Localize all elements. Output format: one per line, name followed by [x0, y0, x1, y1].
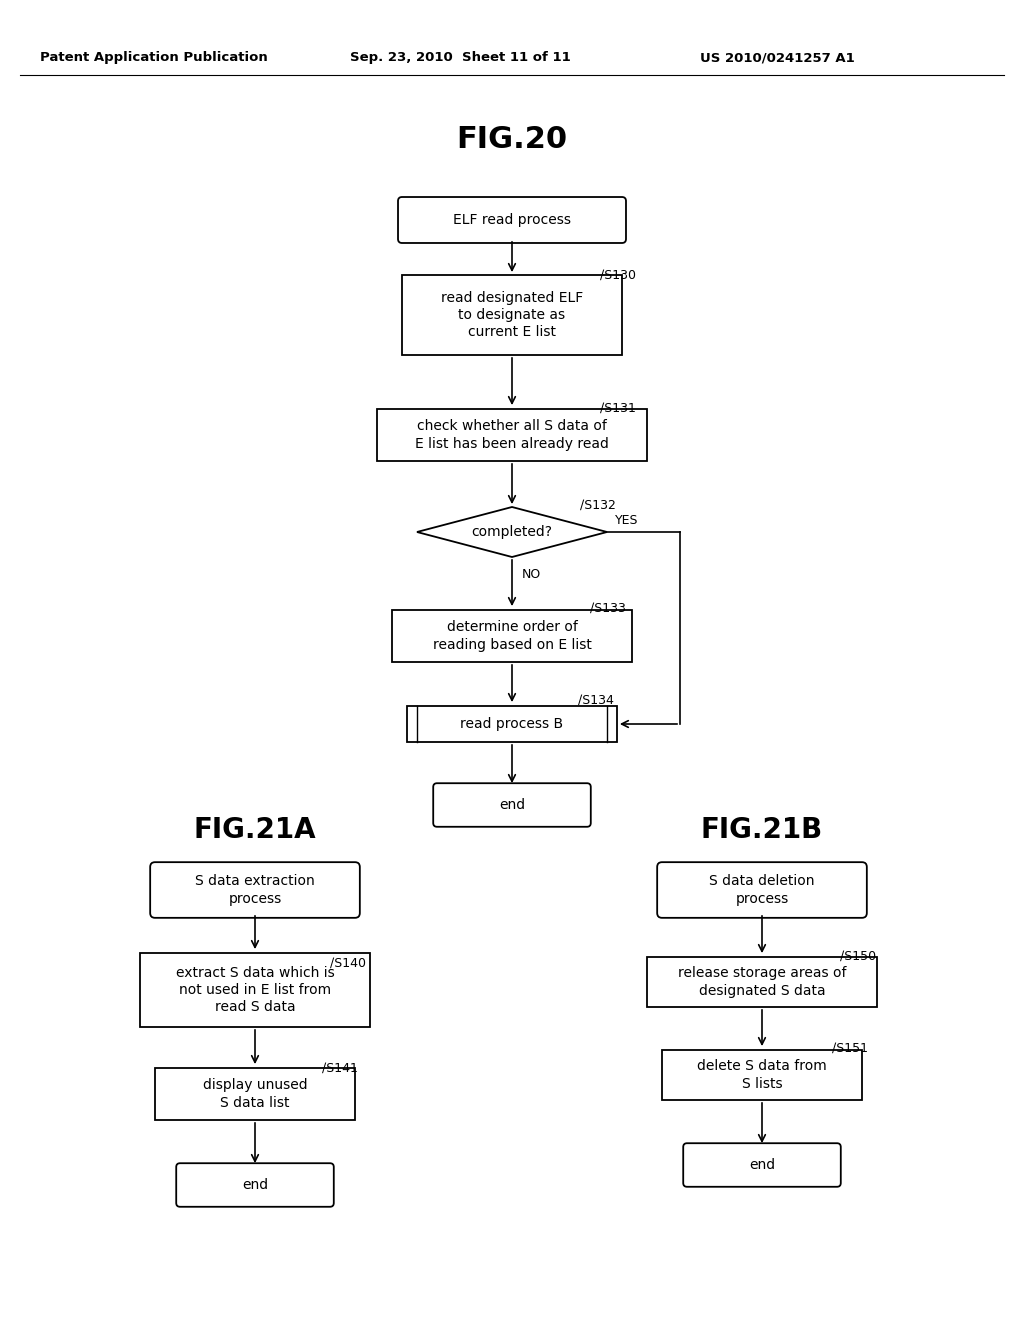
Text: delete S data from
S lists: delete S data from S lists: [697, 1060, 826, 1090]
Bar: [647, 957, 877, 1007]
Bar: [662, 1049, 862, 1100]
FancyBboxPatch shape: [176, 1163, 334, 1206]
Bar: [155, 1068, 355, 1119]
FancyBboxPatch shape: [683, 1143, 841, 1187]
Text: ∕S130: ∕S130: [600, 268, 636, 281]
Text: FIG.20: FIG.20: [457, 125, 567, 154]
Text: S data deletion
process: S data deletion process: [710, 874, 815, 906]
Text: Patent Application Publication: Patent Application Publication: [40, 51, 267, 65]
Text: ∕S134: ∕S134: [578, 693, 613, 706]
Text: Sep. 23, 2010  Sheet 11 of 11: Sep. 23, 2010 Sheet 11 of 11: [350, 51, 570, 65]
Bar: [407, 706, 617, 742]
Text: FIG.21B: FIG.21B: [700, 816, 823, 843]
Text: display unused
S data list: display unused S data list: [203, 1078, 307, 1110]
Text: read designated ELF
to designate as
current E list: read designated ELF to designate as curr…: [441, 290, 583, 339]
Text: ∕S150: ∕S150: [840, 949, 877, 962]
Text: determine order of
reading based on E list: determine order of reading based on E li…: [432, 620, 592, 652]
Text: read process B: read process B: [461, 717, 563, 731]
Text: ∕S133: ∕S133: [590, 602, 626, 615]
Text: US 2010/0241257 A1: US 2010/0241257 A1: [700, 51, 855, 65]
Text: end: end: [749, 1158, 775, 1172]
Text: ELF read process: ELF read process: [453, 213, 571, 227]
Bar: [377, 409, 647, 461]
Text: release storage areas of
designated S data: release storage areas of designated S da…: [678, 966, 846, 998]
Text: end: end: [242, 1177, 268, 1192]
Text: completed?: completed?: [471, 525, 553, 539]
Text: ∕S132: ∕S132: [580, 499, 615, 511]
Text: ∕S131: ∕S131: [600, 401, 636, 414]
Bar: [140, 953, 370, 1027]
Text: end: end: [499, 799, 525, 812]
Text: ∕S151: ∕S151: [831, 1041, 868, 1055]
Text: YES: YES: [615, 513, 639, 527]
FancyBboxPatch shape: [433, 783, 591, 826]
Bar: [392, 610, 632, 663]
Bar: [402, 275, 622, 355]
Text: NO: NO: [522, 569, 542, 582]
Text: FIG.21A: FIG.21A: [194, 816, 316, 843]
Text: extract S data which is
not used in E list from
read S data: extract S data which is not used in E li…: [176, 966, 335, 1014]
Text: S data extraction
process: S data extraction process: [196, 874, 314, 906]
Polygon shape: [417, 507, 607, 557]
FancyBboxPatch shape: [398, 197, 626, 243]
FancyBboxPatch shape: [151, 862, 359, 917]
Text: ∕S140: ∕S140: [330, 957, 366, 969]
FancyBboxPatch shape: [657, 862, 867, 917]
Text: check whether all S data of
E list has been already read: check whether all S data of E list has b…: [415, 420, 609, 450]
Text: ∕S141: ∕S141: [322, 1061, 357, 1074]
